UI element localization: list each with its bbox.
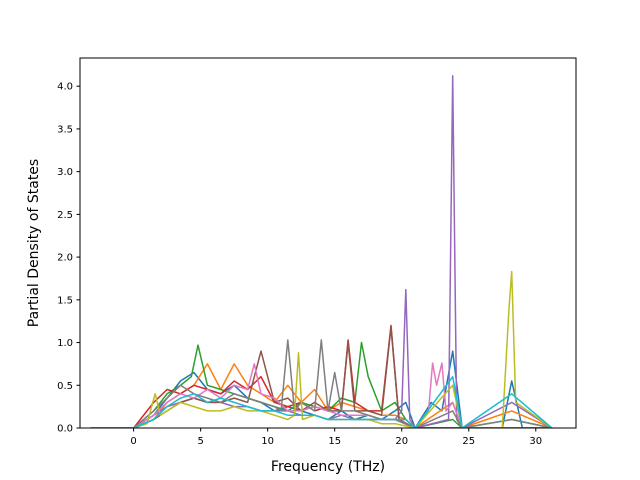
x-tick-label: 20 <box>395 436 408 447</box>
y-axis-ticks: 0.0 0.5 1.0 1.5 2.0 2.5 3.0 3.5 4.0 <box>57 82 80 435</box>
x-tick-label: 15 <box>328 436 341 447</box>
y-tick-label: 2.0 <box>57 253 73 264</box>
y-tick-label: 1.5 <box>57 295 73 306</box>
plot-frame <box>79 57 577 429</box>
y-tick-label: 0.0 <box>57 424 73 435</box>
x-tick-label: 30 <box>529 436 542 447</box>
x-axis-ticks: 0 5 10 15 20 25 30 <box>130 428 542 447</box>
x-tick-label: 10 <box>261 436 274 447</box>
series-line-8 <box>90 339 553 428</box>
y-tick-label: 3.5 <box>57 124 73 135</box>
y-axis-title: Partial Density of States <box>26 159 42 327</box>
series-line-10 <box>90 375 553 428</box>
x-axis-title: Frequency (THz) <box>271 459 385 475</box>
x-tick-label: 25 <box>462 436 475 447</box>
y-tick-label: 2.5 <box>57 210 73 221</box>
y-tick-label: 0.5 <box>57 381 73 392</box>
x-tick-label: 0 <box>130 436 136 447</box>
x-tick-label: 5 <box>197 436 203 447</box>
y-tick-label: 1.0 <box>57 338 73 349</box>
y-tick-label: 4.0 <box>57 82 73 93</box>
series-layer <box>90 75 553 428</box>
y-tick-label: 3.0 <box>57 167 73 178</box>
